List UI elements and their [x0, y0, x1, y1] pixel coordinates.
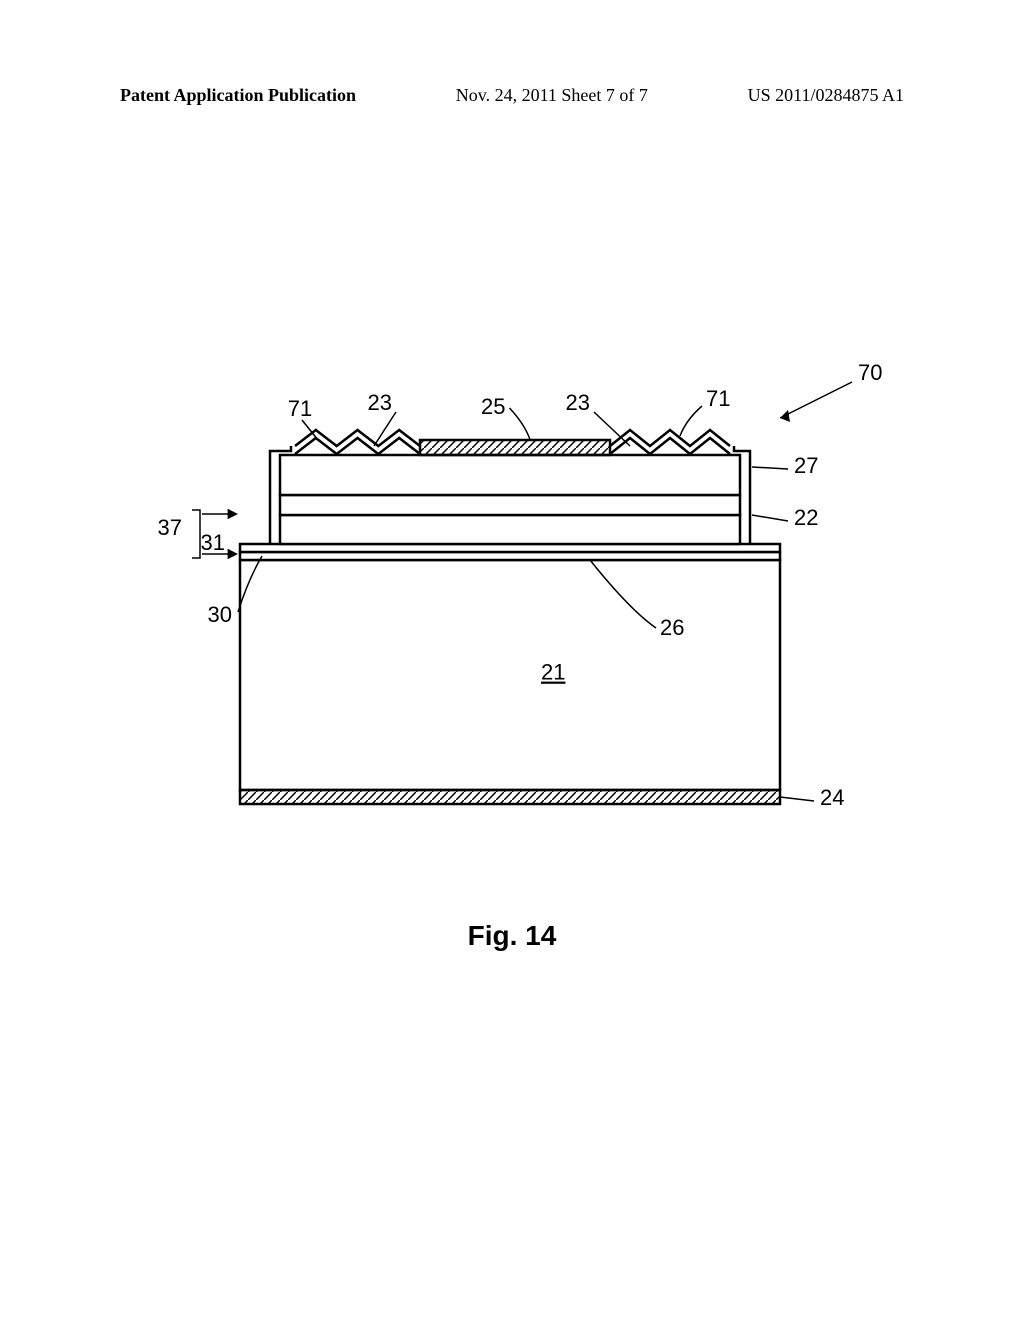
svg-text:37: 37: [158, 515, 182, 540]
header-publication-number: US 2011/0284875 A1: [748, 85, 904, 106]
svg-text:25: 25: [481, 394, 505, 419]
svg-text:23: 23: [566, 390, 590, 415]
svg-text:22: 22: [794, 505, 818, 530]
svg-text:27: 27: [794, 453, 818, 478]
svg-text:71: 71: [288, 396, 312, 421]
header-date-sheet: Nov. 24, 2011 Sheet 7 of 7: [456, 85, 648, 106]
svg-text:30: 30: [208, 602, 232, 627]
header-publication-type: Patent Application Publication: [120, 85, 356, 106]
svg-text:70: 70: [858, 360, 882, 385]
svg-text:21: 21: [541, 660, 565, 685]
svg-text:23: 23: [368, 390, 392, 415]
svg-text:24: 24: [820, 785, 844, 810]
figure-svg: 21 24 26 30 31 37 22 27 25 23 23 71 71 70: [120, 360, 904, 880]
figure-caption: Fig. 14: [0, 920, 1024, 952]
patent-figure: 21 24 26 30 31 37 22 27 25 23 23 71 71 70: [120, 360, 904, 880]
page-header: Patent Application Publication Nov. 24, …: [0, 85, 1024, 106]
svg-text:26: 26: [660, 615, 684, 640]
svg-text:31: 31: [201, 530, 225, 555]
svg-text:71: 71: [706, 386, 730, 411]
